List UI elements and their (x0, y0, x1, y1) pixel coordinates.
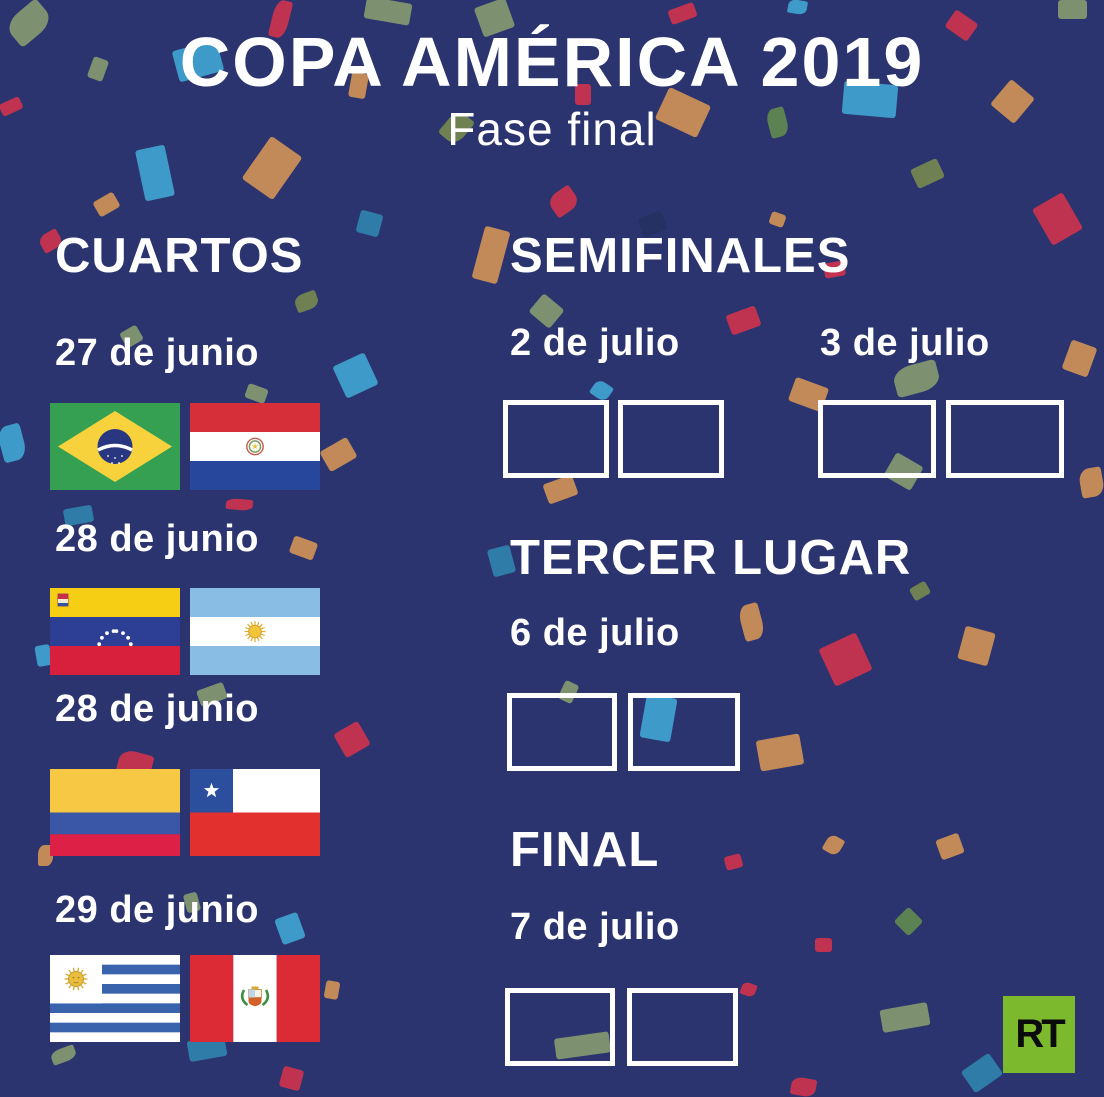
page-subtitle: Fase final (447, 103, 657, 155)
final-date: 7 de julio (510, 906, 680, 948)
cuartos-heading: CUARTOS (55, 229, 304, 283)
confetti-piece (1058, 0, 1087, 19)
final-heading: FINAL (510, 823, 660, 877)
page-title: COPA AMÉRICA 2019 (179, 23, 925, 101)
semifinal-date-1: 2 de julio (510, 322, 680, 364)
rt-logo-text: RT (1015, 1012, 1065, 1056)
semifinales-heading: SEMIFINALES (510, 229, 851, 283)
tercer-lugar-slot-away (628, 693, 740, 771)
argentina-flag-icon (190, 588, 320, 675)
match-date: 28 de junio (55, 688, 259, 730)
semifinal2-slot-home (818, 400, 936, 478)
uruguay-flag-icon (50, 955, 180, 1042)
semifinal-date-2: 3 de julio (820, 322, 990, 364)
peru-flag-icon (190, 955, 320, 1042)
tercer-lugar-date: 6 de julio (510, 612, 680, 654)
tercer-lugar-slot-home (507, 693, 617, 771)
final-slot-away (627, 988, 738, 1066)
confetti-piece (38, 845, 53, 866)
brasil-flag-icon (50, 403, 180, 490)
final-slot-home (505, 988, 615, 1066)
match-date: 28 de junio (55, 518, 259, 560)
rt-logo: RT (1003, 996, 1075, 1073)
paraguay-flag-icon (190, 403, 320, 490)
venezuela-flag-icon (50, 588, 180, 675)
chile-flag-icon (190, 769, 320, 856)
semifinal2-slot-away (946, 400, 1064, 478)
semifinal1-slot-home (503, 400, 609, 478)
confetti-piece (575, 84, 591, 105)
semifinal1-slot-away (618, 400, 724, 478)
colombia-flag-icon (50, 769, 180, 856)
confetti-piece (815, 938, 832, 952)
match-date: 27 de junio (55, 332, 259, 374)
tercer-lugar-heading: TERCER LUGAR (510, 531, 912, 585)
match-date: 29 de junio (55, 889, 259, 931)
